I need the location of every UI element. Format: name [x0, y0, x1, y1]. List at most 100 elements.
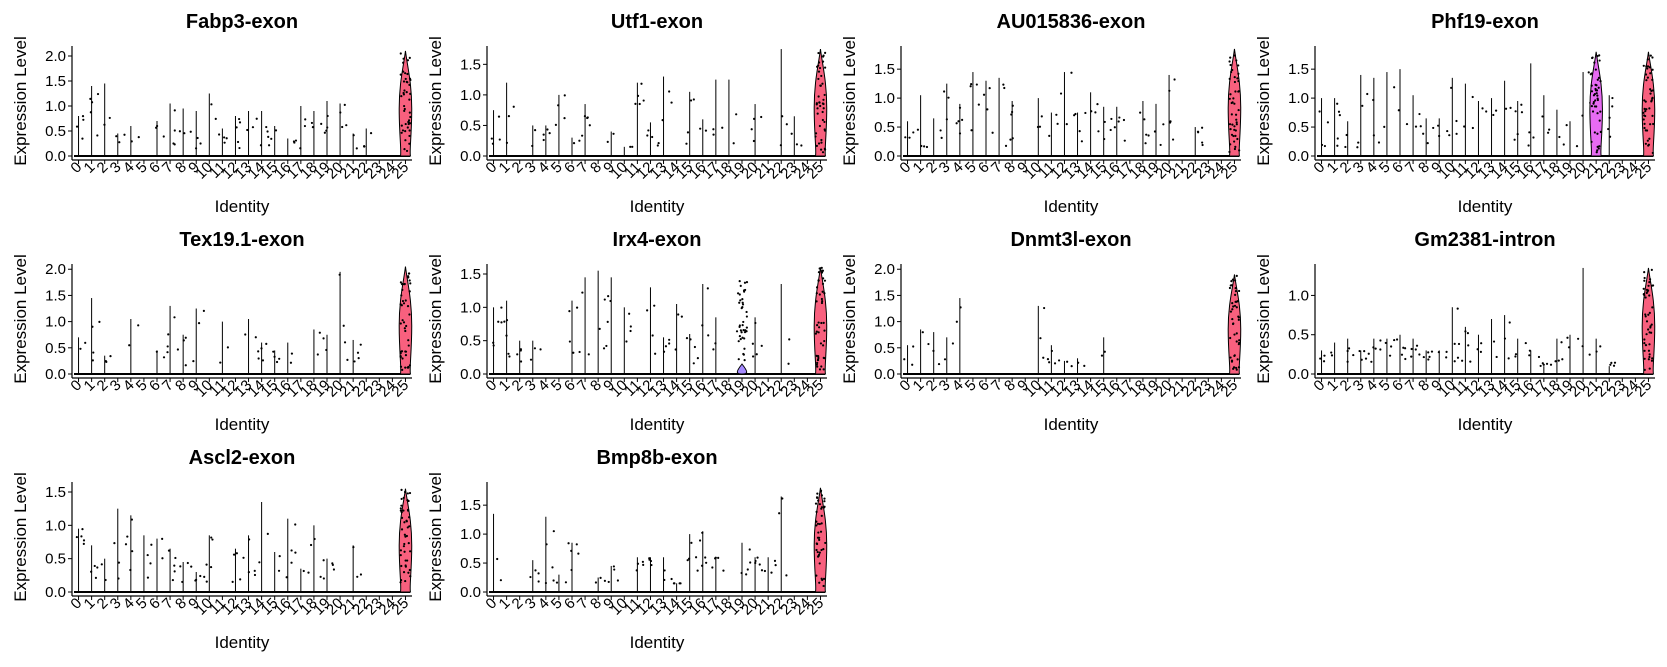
y-tick-label: 2.0 [45, 261, 66, 278]
data-point [126, 535, 129, 538]
data-point [1232, 305, 1235, 308]
data-point [824, 51, 827, 54]
x-axis-label: Identity [215, 633, 270, 652]
data-point [402, 509, 405, 512]
data-point [405, 149, 409, 153]
data-point [1644, 344, 1648, 347]
data-point [1453, 342, 1456, 345]
data-point [238, 121, 242, 124]
data-point [818, 293, 821, 296]
data-point [821, 60, 825, 63]
data-point [246, 128, 249, 132]
data-point [343, 341, 347, 344]
data-point [1453, 360, 1456, 363]
data-point [184, 364, 187, 367]
data-point [407, 276, 410, 279]
data-point [575, 306, 579, 309]
data-point [1646, 58, 1649, 61]
data-point [244, 333, 247, 336]
data-point [273, 355, 276, 358]
data-point [1643, 338, 1646, 341]
data-point [745, 326, 748, 329]
data-point [196, 136, 199, 140]
y-axis-label: Expression Level [426, 254, 445, 383]
data-point [1344, 145, 1347, 149]
data-point [668, 90, 671, 93]
data-point [815, 300, 818, 303]
data-point [698, 539, 702, 542]
data-point [1648, 137, 1651, 140]
data-point [322, 337, 325, 340]
data-point [131, 550, 134, 553]
panel-title: Irx4-exon [613, 229, 702, 251]
data-point [969, 85, 972, 88]
data-point [399, 507, 402, 510]
data-point [670, 101, 673, 104]
data-point [1643, 271, 1646, 274]
data-point [1596, 112, 1599, 115]
data-point [1437, 350, 1440, 354]
data-point [325, 348, 328, 352]
data-point [90, 570, 93, 573]
data-point [711, 566, 714, 569]
data-point [498, 138, 501, 141]
data-point [1419, 125, 1422, 128]
data-point [408, 290, 411, 293]
data-point [820, 141, 823, 144]
data-point [331, 562, 334, 565]
data-point [302, 569, 305, 573]
data-point [587, 353, 590, 356]
data-point [146, 576, 150, 579]
data-point [822, 98, 825, 101]
data-point [202, 309, 205, 312]
data-point [400, 350, 404, 353]
y-tick-label: 0.0 [460, 148, 481, 165]
y-axis-label: Expression Level [11, 472, 30, 601]
panel-title: AU015836-exon [997, 11, 1146, 33]
data-point [704, 129, 708, 132]
data-point [1647, 358, 1650, 361]
data-point [399, 549, 403, 552]
data-point [1235, 118, 1238, 121]
data-point [400, 511, 403, 514]
data-point [294, 551, 297, 554]
data-point [1232, 134, 1235, 138]
data-point [822, 321, 825, 324]
panel-title: Ascl2-exon [189, 447, 296, 469]
data-point [943, 358, 947, 361]
data-point [409, 550, 412, 553]
data-point [787, 362, 790, 365]
y-axis-label: Expression Level [840, 36, 859, 165]
data-point [1228, 60, 1231, 63]
data-point [1065, 123, 1068, 126]
data-point [1418, 112, 1421, 116]
data-point [1237, 79, 1240, 83]
data-point [404, 579, 407, 583]
data-point [629, 145, 632, 148]
data-point [779, 144, 782, 147]
data-point [542, 133, 545, 136]
data-point [1094, 111, 1097, 114]
data-point [988, 87, 991, 90]
data-point [756, 556, 759, 559]
data-point [1527, 144, 1530, 147]
data-point [1590, 84, 1593, 87]
y-tick-label: 1.0 [45, 517, 66, 534]
data-point [274, 129, 278, 132]
data-point [294, 523, 297, 526]
data-point [1046, 358, 1050, 361]
data-point [748, 548, 751, 551]
data-point [492, 344, 495, 347]
data-point [677, 313, 680, 316]
data-point [1233, 128, 1236, 131]
data-point [567, 542, 570, 545]
data-point [1590, 72, 1593, 75]
data-point [1374, 347, 1377, 350]
data-point [1352, 353, 1355, 357]
data-point [1644, 109, 1647, 113]
data-point [400, 95, 403, 98]
